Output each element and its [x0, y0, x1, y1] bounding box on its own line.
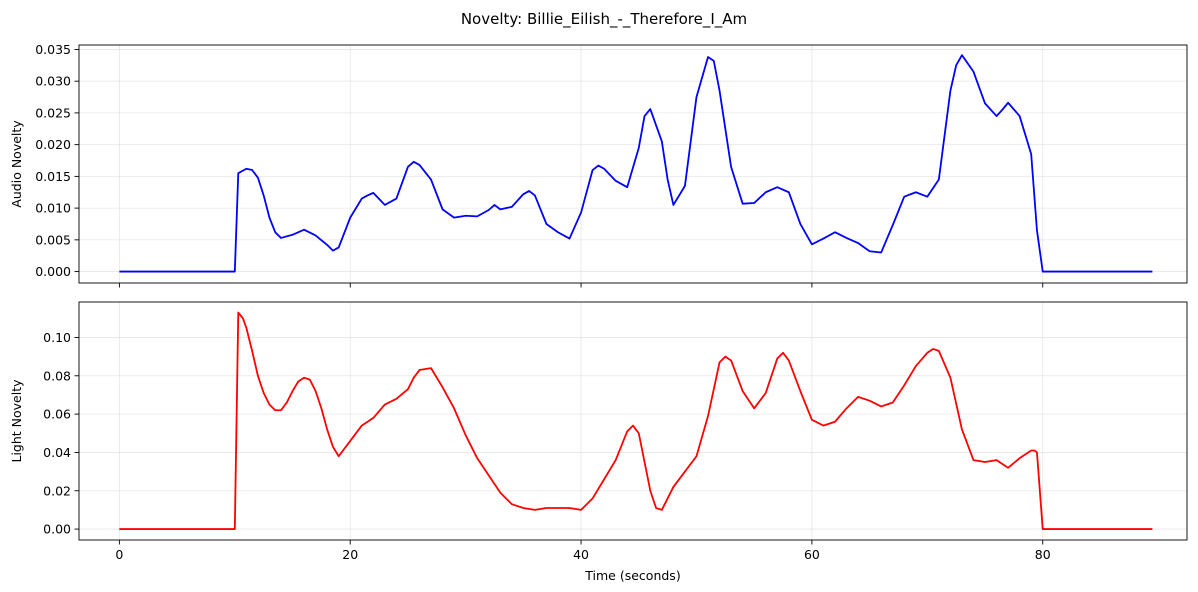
panels: 0.0000.0050.0100.0150.0200.0250.0300.035… [9, 42, 1188, 583]
x-tick-label: 40 [573, 547, 589, 562]
y-tick-label: 0.010 [35, 201, 71, 216]
y-axis-label: Audio Novelty [9, 120, 24, 208]
x-tick-label: 0 [115, 547, 123, 562]
axes-frame [78, 301, 1188, 541]
axes-frame [78, 44, 1188, 284]
x-tick-label: 80 [1035, 547, 1051, 562]
y-tick-label: 0.035 [35, 42, 71, 57]
x-tick-label: 60 [804, 547, 820, 562]
x-axis-label: Time (seconds) [584, 568, 680, 583]
y-tick-label: 0.015 [35, 169, 71, 184]
x-tick-label: 20 [342, 547, 358, 562]
panel-1: 0.000 0.005 0.010 0.015 0.020 0.025 0.030 0.035… [9, 42, 1188, 288]
y-tick-label: 0.00 [43, 522, 71, 537]
y-tick-label: 0.08 [43, 368, 71, 383]
y-tick-label: 0.025 [35, 105, 71, 120]
y-tick-label: 0.000 [35, 264, 71, 279]
series-line-1-1 [119, 54, 1153, 273]
y-tick-label: 0.10 [43, 330, 71, 345]
y-tick-label: 0.005 [35, 232, 71, 247]
series-line-2-1 [119, 311, 1153, 530]
y-tick-label: 0.020 [35, 137, 71, 152]
panel-2: 0 20 40 60 80 0.00 0.02 0.04 0.06 0.08 0.10 Light N… [9, 301, 1188, 583]
y-tick-label: 0.030 [35, 74, 71, 89]
figure-title: Novelty: Billie_Eilish_-_Therefore_I_Am [461, 10, 747, 29]
y-tick-label: 0.04 [43, 445, 71, 460]
y-tick-label: 0.06 [43, 407, 71, 422]
y-tick-label: 0.02 [43, 483, 71, 498]
y-axis-label: Light Novelty [9, 379, 24, 463]
